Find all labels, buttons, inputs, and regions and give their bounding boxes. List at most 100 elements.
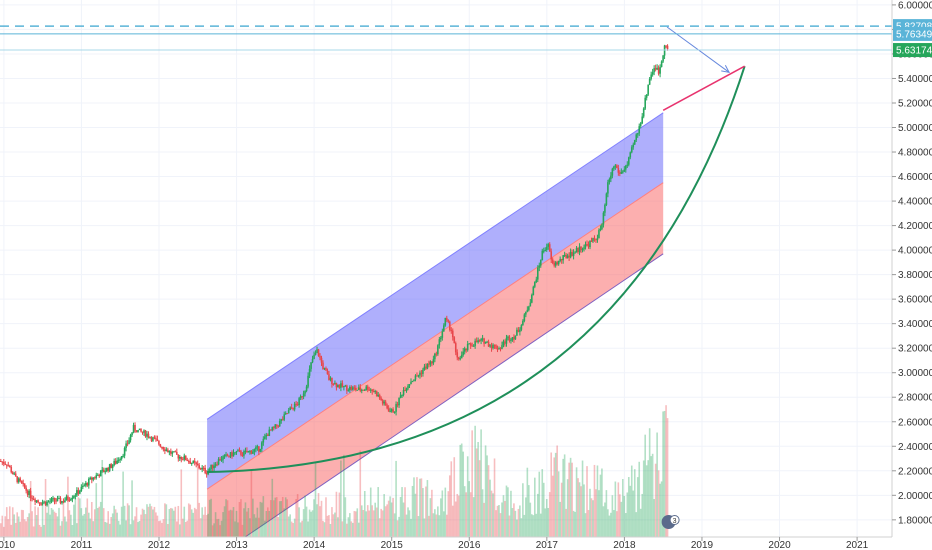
candle-body bbox=[255, 447, 257, 450]
volume-bar bbox=[293, 518, 296, 537]
volume-bar bbox=[599, 474, 602, 537]
volume-bar bbox=[326, 515, 329, 537]
candle-body bbox=[475, 340, 478, 343]
price-tick-label: 3.40000 bbox=[898, 319, 932, 330]
volume-bar bbox=[153, 506, 156, 537]
candle-body bbox=[150, 437, 153, 441]
volume-bar bbox=[437, 506, 439, 537]
candle-body bbox=[642, 108, 645, 117]
volume-bar bbox=[168, 509, 171, 537]
candle-body bbox=[601, 224, 603, 230]
volume-bar bbox=[258, 517, 260, 537]
volume-bar bbox=[334, 512, 336, 537]
candle-body bbox=[511, 337, 514, 340]
candle-body bbox=[295, 403, 297, 405]
volume-bar bbox=[46, 512, 48, 537]
time-tick-label: 2011 bbox=[71, 540, 93, 550]
candle-body bbox=[237, 450, 239, 452]
horizontal-lines[interactable] bbox=[0, 25, 892, 51]
candle-body bbox=[104, 471, 107, 473]
candle-body bbox=[275, 424, 278, 426]
volume-bar bbox=[126, 503, 129, 537]
candle-body bbox=[545, 246, 548, 251]
candle-body bbox=[346, 385, 348, 391]
volume-bar bbox=[123, 505, 126, 537]
candle-body bbox=[626, 164, 629, 166]
volume-bar bbox=[105, 522, 108, 537]
candle-body bbox=[238, 450, 241, 452]
candle-body bbox=[629, 152, 632, 158]
candle-body bbox=[211, 464, 214, 469]
volume-bar bbox=[535, 513, 538, 537]
volume-bar bbox=[73, 504, 75, 537]
candle-body bbox=[405, 388, 408, 392]
candle-body bbox=[132, 424, 135, 433]
candle-body bbox=[565, 254, 567, 258]
candle-body bbox=[105, 467, 108, 472]
candle-body bbox=[167, 449, 169, 453]
volume-bar bbox=[189, 504, 192, 537]
candle-body bbox=[305, 386, 308, 391]
candle-body bbox=[180, 456, 183, 460]
volume-bar bbox=[502, 495, 505, 537]
volume-bar bbox=[196, 465, 199, 537]
candle-body bbox=[478, 340, 481, 342]
candle-body bbox=[639, 123, 642, 127]
volume-bar bbox=[510, 490, 512, 537]
volume-bar bbox=[28, 513, 30, 537]
volume-bar bbox=[211, 525, 214, 537]
volume-bar bbox=[226, 500, 229, 537]
events-badge[interactable]: 3 bbox=[661, 515, 680, 529]
candle-body bbox=[198, 465, 200, 469]
volume-bar bbox=[332, 514, 335, 537]
volume-bar bbox=[601, 468, 603, 537]
candle-body bbox=[341, 383, 344, 387]
volume-bar bbox=[620, 501, 623, 537]
candle-body bbox=[55, 500, 57, 502]
volume-bar bbox=[147, 506, 150, 537]
candle-body bbox=[302, 393, 305, 397]
candle-body bbox=[599, 229, 602, 231]
price-axis[interactable]: 1.80000 2.00000 2.20000 2.40000 2.60000 2.800… bbox=[892, 0, 932, 526]
candle-body bbox=[290, 407, 293, 409]
candle-body bbox=[553, 262, 555, 266]
candle-body bbox=[357, 387, 360, 390]
volume-bar bbox=[41, 503, 44, 537]
candle-body bbox=[522, 320, 524, 326]
price-tick-label: 5.20000 bbox=[898, 98, 932, 109]
candle-body bbox=[2, 461, 5, 464]
candle-body bbox=[638, 126, 641, 134]
candle-body bbox=[490, 345, 493, 349]
volume-bar bbox=[47, 503, 50, 537]
candle-body bbox=[35, 500, 38, 503]
candle-body bbox=[331, 377, 333, 385]
candle-body bbox=[468, 343, 470, 345]
candle-body bbox=[231, 452, 233, 457]
volume-bar bbox=[125, 520, 127, 537]
time-axis[interactable]: 2010 2011 2012 2013 2014 2015 2016 2017 2018 2019… bbox=[0, 537, 869, 550]
candle-body bbox=[508, 336, 511, 341]
candle-body bbox=[334, 382, 336, 385]
volume-bar bbox=[92, 521, 95, 537]
volume-bar bbox=[447, 491, 450, 537]
candle-body bbox=[487, 341, 490, 347]
volume-bar bbox=[114, 509, 117, 537]
volume-bar bbox=[369, 487, 372, 537]
volume-bar bbox=[616, 511, 618, 537]
volume-bar bbox=[541, 469, 544, 537]
volume-bar bbox=[79, 498, 81, 537]
volume-bar bbox=[463, 486, 466, 537]
candle-body bbox=[101, 469, 104, 471]
candle-body bbox=[170, 450, 172, 454]
volume-bar bbox=[656, 432, 658, 537]
volume-bar bbox=[580, 486, 582, 537]
volume-bar bbox=[335, 491, 338, 537]
candle-body bbox=[402, 390, 405, 395]
candle-body bbox=[316, 349, 318, 354]
candle-body bbox=[281, 419, 284, 421]
volume-bar bbox=[59, 525, 62, 537]
candle-body bbox=[284, 413, 287, 415]
candle-body bbox=[617, 168, 620, 173]
candle-body bbox=[280, 419, 283, 421]
